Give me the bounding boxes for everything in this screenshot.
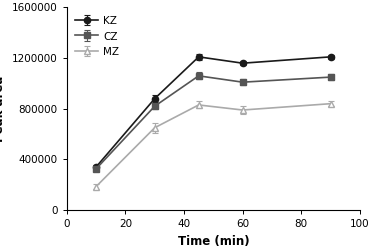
X-axis label: Time (min): Time (min) xyxy=(177,234,249,248)
Y-axis label: Peak area: Peak area xyxy=(0,76,6,142)
Legend: KZ, CZ, MZ: KZ, CZ, MZ xyxy=(72,13,122,60)
